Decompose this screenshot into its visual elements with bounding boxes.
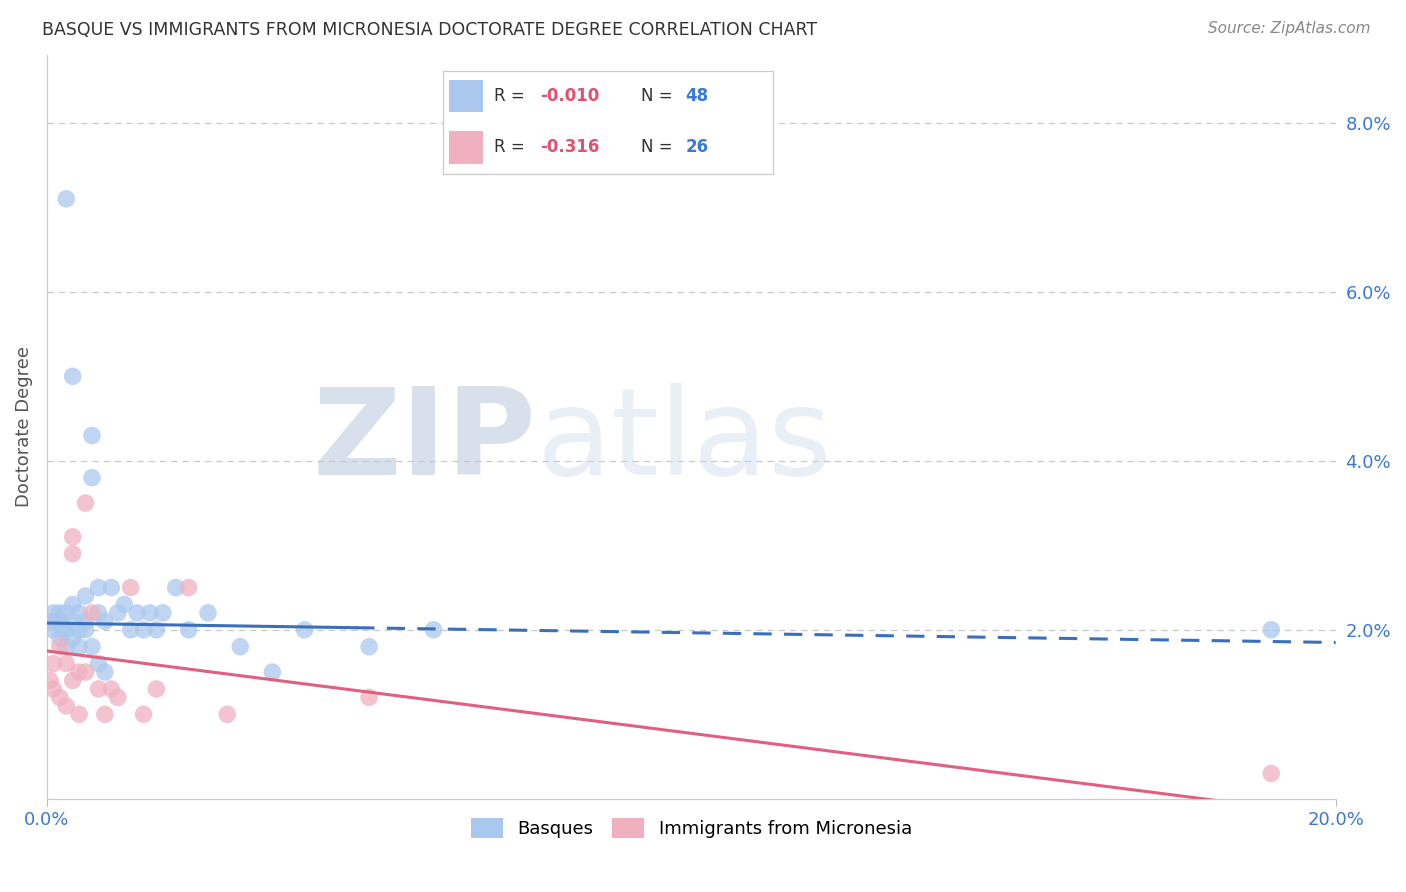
Point [42,657,65,671]
Point [67,665,90,679]
Text: N =: N = [641,138,678,156]
Point [49,690,72,705]
Point [132,707,155,722]
Point [62,530,84,544]
Point [94,615,117,629]
Point [120,581,142,595]
Legend: Basques, Immigrants from Micronesia: Basques, Immigrants from Micronesia [464,810,920,846]
Point [55,657,77,671]
Point [87,657,110,671]
Text: atlas: atlas [537,384,832,500]
Text: R =: R = [494,87,530,105]
Point [75,615,97,629]
Point [49,632,72,646]
Point [42,606,65,620]
Point [80,606,103,620]
Text: R =: R = [494,138,530,156]
Point [359,640,381,654]
Point [62,632,84,646]
Point [165,581,187,595]
FancyBboxPatch shape [450,131,482,163]
Point [80,471,103,485]
Point [152,606,174,620]
Point [67,606,90,620]
Point [217,707,239,722]
Text: -0.316: -0.316 [540,138,600,156]
Point [87,606,110,620]
Point [67,640,90,654]
Point [42,623,65,637]
Point [39,673,62,688]
Point [145,681,167,696]
Point [62,547,84,561]
Point [80,428,103,442]
Point [87,581,110,595]
Point [45,615,67,629]
Point [145,623,167,637]
Point [75,665,97,679]
Point [55,698,77,713]
Text: N =: N = [641,87,678,105]
Point [55,640,77,654]
Point [132,623,155,637]
Point [107,606,129,620]
Point [62,673,84,688]
Point [67,623,90,637]
Point [49,606,72,620]
Point [94,665,117,679]
Point [55,606,77,620]
Text: 26: 26 [686,138,709,156]
Point [62,598,84,612]
Point [49,615,72,629]
Y-axis label: Doctorate Degree: Doctorate Degree [15,346,32,508]
Point [177,623,200,637]
Point [39,615,62,629]
Point [49,640,72,654]
Point [1260,766,1282,780]
Point [127,606,149,620]
Point [262,665,284,679]
Point [197,606,219,620]
Text: ZIP: ZIP [314,384,537,500]
Point [112,598,135,612]
Point [177,581,200,595]
Point [229,640,252,654]
Point [75,496,97,510]
Point [1260,623,1282,637]
Point [75,589,97,603]
Point [55,623,77,637]
Point [52,623,75,637]
Text: -0.010: -0.010 [540,87,599,105]
Point [139,606,162,620]
Point [94,707,117,722]
Text: 48: 48 [686,87,709,105]
Point [87,681,110,696]
Text: Source: ZipAtlas.com: Source: ZipAtlas.com [1208,21,1371,36]
Point [100,581,122,595]
Point [62,615,84,629]
Point [120,623,142,637]
Text: BASQUE VS IMMIGRANTS FROM MICRONESIA DOCTORATE DEGREE CORRELATION CHART: BASQUE VS IMMIGRANTS FROM MICRONESIA DOC… [42,21,817,38]
FancyBboxPatch shape [450,79,482,112]
Point [62,369,84,384]
Point [42,681,65,696]
Point [67,707,90,722]
Point [359,690,381,705]
Point [75,623,97,637]
Point [294,623,316,637]
Point [55,192,77,206]
Point [107,690,129,705]
Point [80,640,103,654]
Point [422,623,444,637]
Point [100,681,122,696]
